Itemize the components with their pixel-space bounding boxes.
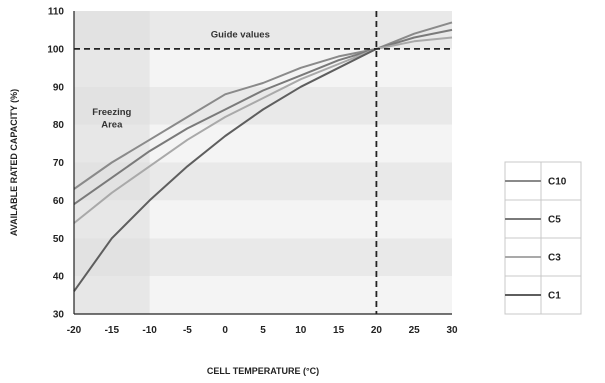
y-tick-label: 40 bbox=[53, 272, 65, 283]
x-tick-label: 20 bbox=[371, 325, 383, 336]
freezing-area-label-line1: Freezing bbox=[92, 107, 131, 118]
y-tick-label: 60 bbox=[53, 196, 65, 207]
series-lines bbox=[73, 21, 453, 292]
x-tick-label: 10 bbox=[295, 325, 307, 336]
y-tick-label: 70 bbox=[53, 158, 65, 169]
legend-label-c1: C1 bbox=[548, 291, 561, 302]
tick-labels: 30 40 50 60 70 80 90 100 110 -20 -15 -10 -5 0 5 10 15 20 2… bbox=[47, 7, 458, 337]
x-tick-label: -15 bbox=[105, 325, 120, 336]
series-line-c3 bbox=[73, 36, 453, 224]
y-tick-label: 30 bbox=[53, 310, 65, 321]
x-tick-label: 0 bbox=[222, 325, 228, 336]
y-tick-label: 90 bbox=[53, 82, 65, 93]
guide-values-annotation: Guide values bbox=[211, 30, 270, 41]
legend-label-c3: C3 bbox=[548, 253, 561, 264]
y-tick-label: 80 bbox=[53, 120, 65, 131]
x-tick-label: 25 bbox=[409, 325, 421, 336]
y-tick-label: 110 bbox=[48, 7, 65, 18]
series-line-c1 bbox=[73, 48, 377, 292]
series-line-c10 bbox=[73, 21, 453, 190]
x-tick-label: -10 bbox=[142, 325, 157, 336]
axes bbox=[73, 11, 452, 315]
y-tick-label: 100 bbox=[47, 44, 64, 55]
x-tick-label: -20 bbox=[67, 325, 82, 336]
series-line-c5 bbox=[73, 28, 453, 206]
x-axis-title: CELL TEMPERATURE (°C) bbox=[207, 366, 319, 376]
legend: C10 C5 C3 C1 bbox=[504, 161, 582, 315]
legend-label-c10: C10 bbox=[548, 177, 567, 188]
y-tick-label: 50 bbox=[53, 234, 65, 245]
y-axis-title: AVAILABLE RATED CAPACITY (%) bbox=[9, 89, 19, 236]
x-tick-label: 15 bbox=[333, 325, 345, 336]
legend-label-c5: C5 bbox=[548, 215, 561, 226]
x-tick-label: -5 bbox=[183, 325, 192, 336]
freezing-area-label-line2: Area bbox=[101, 119, 123, 130]
x-tick-label: 30 bbox=[446, 325, 458, 336]
x-tick-label: 5 bbox=[260, 325, 266, 336]
